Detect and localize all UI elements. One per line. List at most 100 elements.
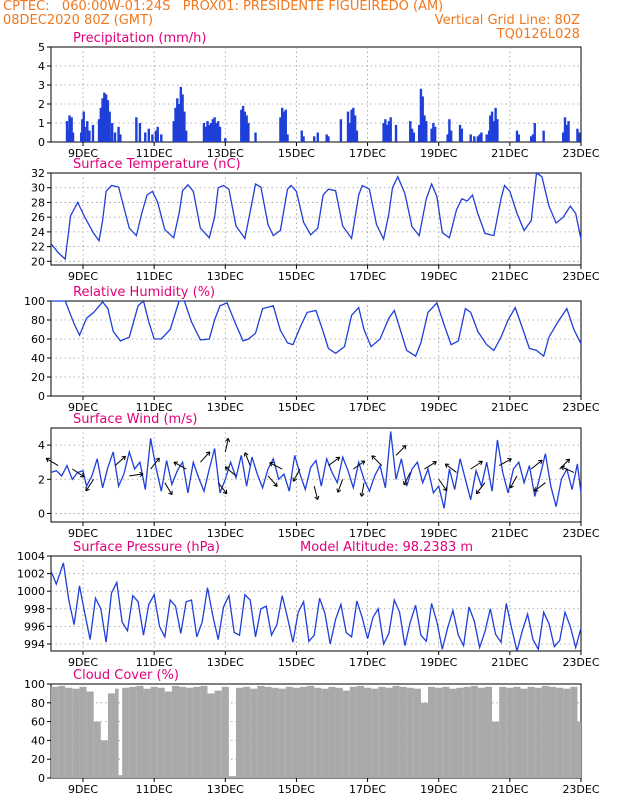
precip-bar [66,130,70,142]
precip-bar [202,123,206,142]
precip-bar [88,130,91,142]
precip-bar [177,104,181,142]
wind-arrow-head [335,456,341,462]
cloud-xtick-label: 19DEC [420,783,457,796]
precip-bar [71,132,75,142]
cloud-panel: 0 20 40 60 80 100 9DEC 11DEC 13DEC 15DEC 17DEC 19DE… [24,668,600,796]
precip-bar [119,134,122,142]
wind-xtick-label: 13DEC [207,527,244,540]
precip-bar [174,107,177,142]
rh-xtick-label: 19DEC [420,401,457,414]
cloud-bar [577,721,581,778]
cloud-bar [449,688,457,778]
temp-xtick-label: 15DEC [278,270,315,283]
precip-bar [387,121,391,142]
wind-arrow-head [269,461,274,467]
wind-arrow [267,475,278,487]
cloud-bar [314,687,322,778]
pressure-title: Surface Pressure (hPa) [73,540,220,555]
precip-bar [286,134,289,142]
wind-arrow-head [79,472,85,478]
precip-bar [247,123,250,142]
cloud-bar [428,686,436,778]
cloud-bar [243,686,251,778]
wind-arrow [224,438,229,453]
precip-bar [97,119,101,142]
precip-bar [394,124,398,142]
wind-xtick-label: 21DEC [491,527,528,540]
wind-xtick-label: 9DEC [68,527,98,540]
precip-bar [117,126,120,142]
precip-bar [531,134,535,142]
temp-ytick-label: 30 [31,182,45,195]
wind-arrow [224,466,237,477]
pressure-xtick-label: 23DEC [562,656,599,669]
precip-bar [382,123,385,142]
wind-ytick-label: 0 [38,507,45,520]
precip-bar [302,136,305,142]
header-model-id: TQ0126L028 [496,27,580,42]
wind-arrow [217,482,228,495]
wind-arrow-head [292,477,298,482]
cloud-bar [492,721,500,778]
wind-arrow [470,460,483,470]
precip-bar [578,132,581,142]
precip-bar [147,128,151,142]
cloud-bar [420,702,429,778]
wind-arrow-head [432,461,437,466]
wind-arrow [475,482,486,495]
precip-bar [240,109,243,142]
wind-arrow-head [168,490,173,496]
cloud-bar [271,687,279,778]
wind-arrow-head [314,495,320,501]
cloud-bar [221,686,229,778]
precip-bar [208,124,211,142]
precip-bar [478,134,481,142]
cloud-bar [299,686,308,778]
precip-bar [325,134,328,142]
precip-ytick-label: 2 [38,98,45,111]
wind-arrow-head [444,463,450,468]
pressure-xtick-label: 11DEC [136,656,173,669]
precip-bar [284,109,287,142]
precip-bar [352,107,355,142]
precip-frame [50,46,582,143]
precip-bar [384,119,387,142]
precip-bar [355,130,359,142]
cloud-bar [499,686,507,778]
wind-arrow [498,458,512,467]
pressure-panel: 994 996 998 1000 1002 1004 9DEC 11DEC 13DEC 15DEC… [17,540,600,669]
precip-bar [517,134,520,142]
cloud-bar [435,687,443,778]
pressure-xtick-label: 13DEC [207,656,244,669]
precip-bar [563,117,567,142]
precip-bar [417,124,421,142]
precip-bar [99,107,102,142]
cloud-bar [51,686,59,778]
precip-bar [101,98,104,142]
wind-arrow-head [507,458,512,463]
cloud-bar [179,686,187,778]
cloud-bar [207,693,215,778]
cloud-bar [442,686,450,778]
precip-bar [423,115,426,142]
pressure-series-line [50,562,582,652]
temp-ytick-label: 28 [31,196,45,209]
cloud-bar [328,686,336,778]
temp-title: Surface Temperature (nC) [73,157,241,172]
precip-xtick-label: 21DEC [491,147,528,160]
cloud-bar [250,688,258,778]
temp-xtick-label: 21DEC [491,270,528,283]
cloud-bar [484,686,493,778]
wind-arrow [403,472,411,486]
wind-arrow-head [273,482,278,487]
wind-panel: 0 2 4 9DEC 11DEC 13DEC 15DEC 17DEC 19DEC 21DEC 23D… [38,412,600,540]
wind-arrow-head [121,455,126,461]
pressure-xtick-label: 17DEC [349,656,386,669]
cloud-bar [235,687,244,778]
wind-xtick-label: 15DEC [278,527,315,540]
cloud-bar [65,687,73,778]
precip-bar [460,128,464,142]
cloud-bar [399,686,407,778]
